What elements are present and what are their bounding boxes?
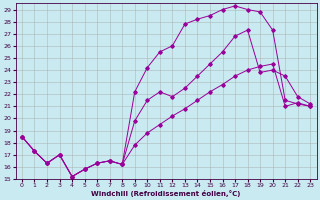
X-axis label: Windchill (Refroidissement éolien,°C): Windchill (Refroidissement éolien,°C) [92,190,241,197]
